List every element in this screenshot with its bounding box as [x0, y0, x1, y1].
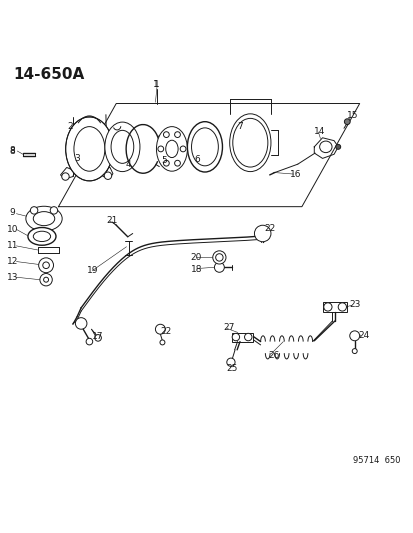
Circle shape — [174, 160, 180, 166]
Circle shape — [50, 207, 57, 214]
Text: 22: 22 — [264, 224, 275, 233]
Circle shape — [30, 207, 38, 214]
Text: 1: 1 — [152, 80, 158, 90]
Ellipse shape — [104, 122, 140, 172]
Circle shape — [349, 331, 359, 341]
Ellipse shape — [33, 231, 50, 241]
Circle shape — [95, 335, 101, 341]
Ellipse shape — [74, 127, 104, 171]
Text: 23: 23 — [349, 300, 360, 309]
Circle shape — [323, 303, 331, 311]
Text: 21: 21 — [106, 216, 117, 225]
Circle shape — [215, 254, 223, 261]
Circle shape — [62, 173, 69, 180]
Circle shape — [75, 318, 87, 329]
Text: 12: 12 — [7, 257, 19, 266]
Text: 9: 9 — [9, 208, 14, 217]
Circle shape — [232, 333, 239, 341]
Circle shape — [163, 132, 169, 138]
Ellipse shape — [319, 141, 331, 152]
Circle shape — [159, 340, 164, 345]
Circle shape — [180, 146, 185, 152]
Text: 1: 1 — [154, 80, 159, 90]
Ellipse shape — [33, 212, 55, 225]
Circle shape — [351, 349, 356, 353]
Circle shape — [104, 172, 112, 180]
Ellipse shape — [229, 114, 270, 172]
Circle shape — [254, 225, 270, 242]
Ellipse shape — [26, 206, 62, 231]
Circle shape — [43, 262, 49, 269]
Text: 27: 27 — [223, 323, 234, 332]
Text: 5: 5 — [160, 156, 166, 165]
Text: 15: 15 — [347, 111, 358, 120]
Text: 13: 13 — [7, 273, 19, 282]
Circle shape — [155, 324, 165, 334]
Text: 18: 18 — [190, 265, 202, 274]
Circle shape — [212, 251, 225, 264]
Text: 2: 2 — [67, 122, 73, 131]
Polygon shape — [60, 167, 75, 179]
Text: 11: 11 — [7, 241, 19, 251]
Text: 3: 3 — [74, 154, 80, 163]
Ellipse shape — [111, 131, 133, 163]
Text: 25: 25 — [226, 365, 237, 373]
Text: 16: 16 — [289, 171, 300, 180]
Ellipse shape — [156, 127, 187, 171]
Text: 7: 7 — [237, 122, 242, 131]
Ellipse shape — [187, 122, 222, 172]
Ellipse shape — [191, 128, 218, 166]
Text: 8: 8 — [10, 147, 15, 156]
Circle shape — [337, 303, 346, 311]
Circle shape — [244, 333, 252, 341]
Circle shape — [43, 277, 48, 282]
Text: 20: 20 — [190, 253, 202, 262]
Text: 95714  650: 95714 650 — [353, 456, 400, 465]
Circle shape — [157, 146, 163, 152]
Circle shape — [226, 358, 235, 366]
Polygon shape — [323, 302, 347, 312]
Text: 19: 19 — [86, 266, 98, 275]
Text: 10: 10 — [7, 225, 19, 234]
Polygon shape — [102, 167, 113, 178]
Circle shape — [344, 119, 349, 125]
Circle shape — [38, 258, 53, 273]
Circle shape — [163, 160, 169, 166]
Text: 14: 14 — [313, 127, 324, 136]
Circle shape — [174, 132, 180, 138]
Text: 8: 8 — [10, 147, 15, 156]
Text: 4: 4 — [125, 160, 131, 168]
Ellipse shape — [28, 228, 56, 245]
Text: 24: 24 — [358, 332, 369, 340]
Circle shape — [86, 338, 93, 345]
Ellipse shape — [66, 117, 113, 181]
Text: 26: 26 — [268, 351, 279, 360]
Text: 22: 22 — [160, 327, 172, 336]
Circle shape — [214, 262, 224, 272]
Text: 6: 6 — [194, 155, 200, 164]
Text: 14-650A: 14-650A — [13, 67, 84, 82]
Circle shape — [335, 144, 340, 149]
Text: 17: 17 — [92, 332, 104, 341]
Polygon shape — [231, 333, 253, 342]
Ellipse shape — [165, 140, 178, 158]
Circle shape — [40, 273, 52, 286]
